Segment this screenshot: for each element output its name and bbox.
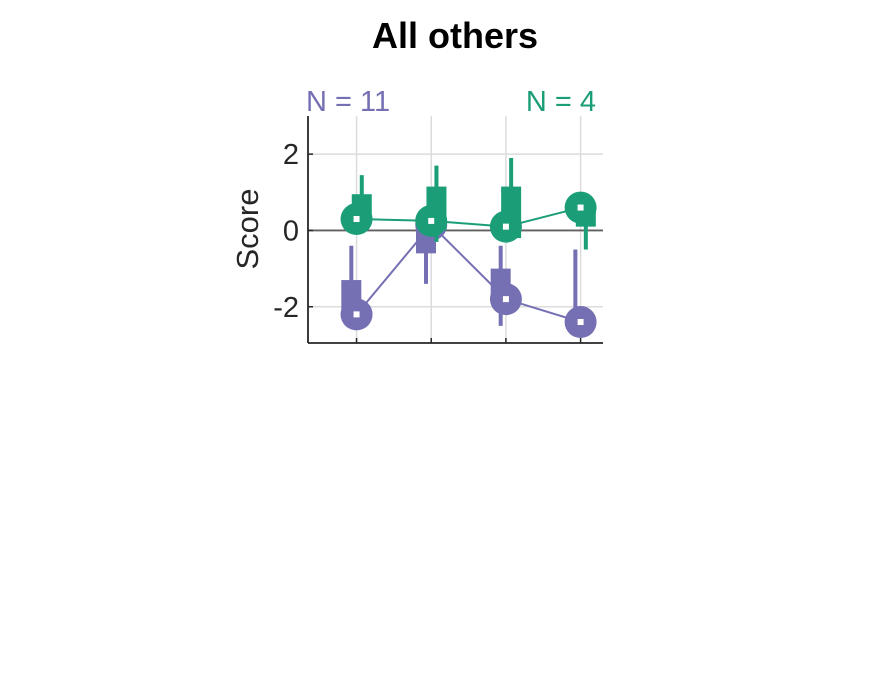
series-0-median-dot-0 [353, 311, 360, 318]
series-1-median-dot-0 [353, 216, 360, 223]
series-1-n-label: N = 4 [526, 86, 596, 118]
series-0-median-dot-2 [502, 296, 509, 303]
series-0-line [355, 223, 581, 323]
series-1-median-dot-1 [428, 217, 435, 224]
chart-title: All others [372, 15, 538, 56]
series-1-line [356, 206, 581, 228]
y-tick-label-2: 2 [283, 139, 299, 171]
series-1 [340, 157, 597, 250]
series-0-n-label: N = 11 [306, 86, 390, 118]
series-1-median-dot-2 [502, 223, 509, 230]
series-layer [340, 157, 597, 339]
series-0-median-dot-3 [577, 319, 584, 326]
axes: -2 0 2 [273, 116, 603, 344]
series-0 [340, 208, 597, 339]
series-1-median-dot-3 [577, 204, 584, 211]
y-axis-label: Score [230, 189, 265, 270]
y-tick-label-0: -2 [273, 292, 299, 324]
y-tick-label-1: 0 [283, 215, 299, 247]
